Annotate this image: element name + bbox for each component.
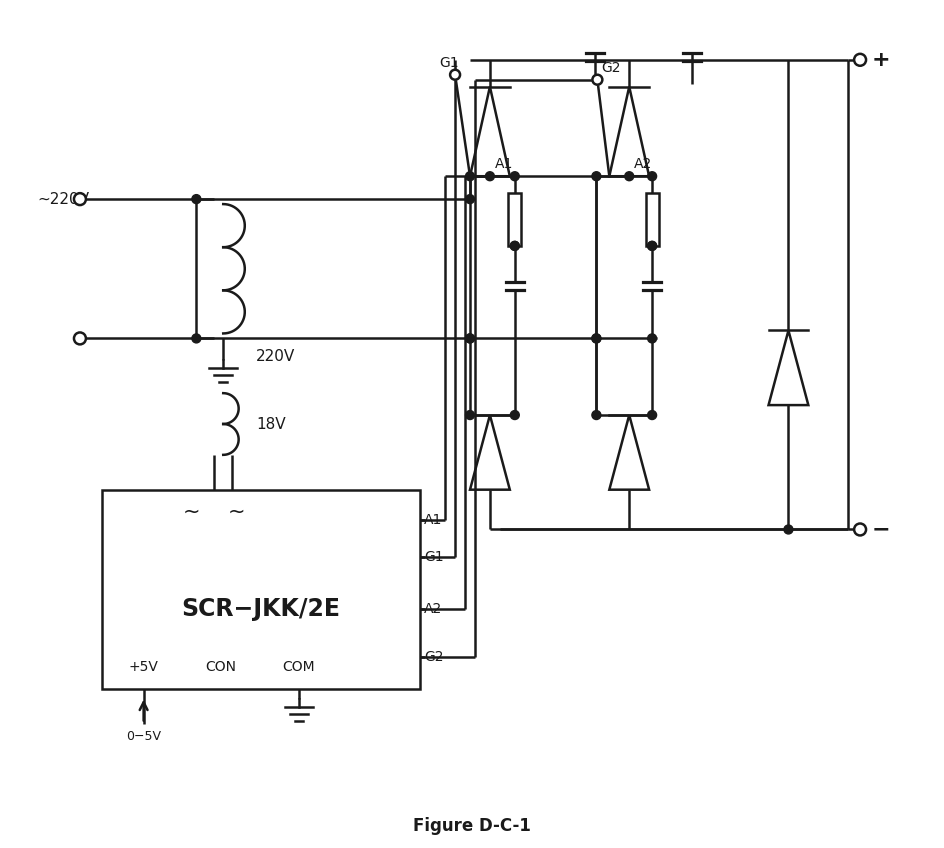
Text: ~: ~ (228, 501, 244, 522)
Circle shape (465, 334, 474, 343)
Bar (645, 193, 658, 246)
Circle shape (591, 172, 600, 181)
Text: COM: COM (282, 660, 315, 674)
Circle shape (465, 410, 474, 420)
Circle shape (510, 242, 518, 250)
Circle shape (853, 53, 865, 66)
Text: A1: A1 (495, 157, 513, 171)
Circle shape (465, 195, 474, 204)
Circle shape (591, 334, 600, 343)
Circle shape (647, 334, 656, 343)
Text: 18V: 18V (256, 416, 285, 432)
Circle shape (591, 334, 600, 343)
Text: ~220V: ~220V (37, 192, 89, 207)
Circle shape (465, 172, 474, 181)
Circle shape (647, 242, 656, 250)
Circle shape (465, 334, 474, 343)
Circle shape (624, 172, 633, 181)
Text: G1: G1 (439, 56, 459, 70)
Text: Figure D-C-1: Figure D-C-1 (413, 817, 531, 835)
Circle shape (449, 70, 460, 80)
Circle shape (510, 242, 518, 250)
Circle shape (853, 523, 865, 535)
Text: +5V: +5V (128, 660, 159, 674)
Text: A2: A2 (633, 157, 651, 171)
Circle shape (192, 334, 201, 343)
Circle shape (591, 410, 600, 420)
Circle shape (74, 332, 86, 344)
Text: +: + (871, 50, 889, 70)
Circle shape (510, 172, 518, 181)
Text: 220V: 220V (256, 349, 295, 364)
Text: G2: G2 (600, 61, 620, 75)
Circle shape (647, 410, 656, 420)
Circle shape (510, 410, 518, 420)
Text: CON: CON (206, 660, 237, 674)
Circle shape (74, 193, 86, 205)
Circle shape (647, 242, 656, 250)
Bar (508, 193, 521, 246)
Circle shape (647, 172, 656, 181)
Circle shape (485, 172, 494, 181)
Text: SCR−JKK/2E: SCR−JKK/2E (181, 597, 340, 621)
Text: −: − (871, 520, 889, 539)
Circle shape (784, 525, 792, 534)
Text: G1: G1 (424, 550, 444, 564)
Text: A2: A2 (424, 602, 442, 616)
Text: G2: G2 (424, 650, 444, 664)
Text: 0−5V: 0−5V (126, 730, 161, 743)
Text: A1: A1 (424, 512, 442, 527)
Circle shape (592, 75, 601, 85)
Circle shape (192, 195, 201, 204)
Bar (102, 489, 420, 689)
Text: ~: ~ (182, 501, 200, 522)
